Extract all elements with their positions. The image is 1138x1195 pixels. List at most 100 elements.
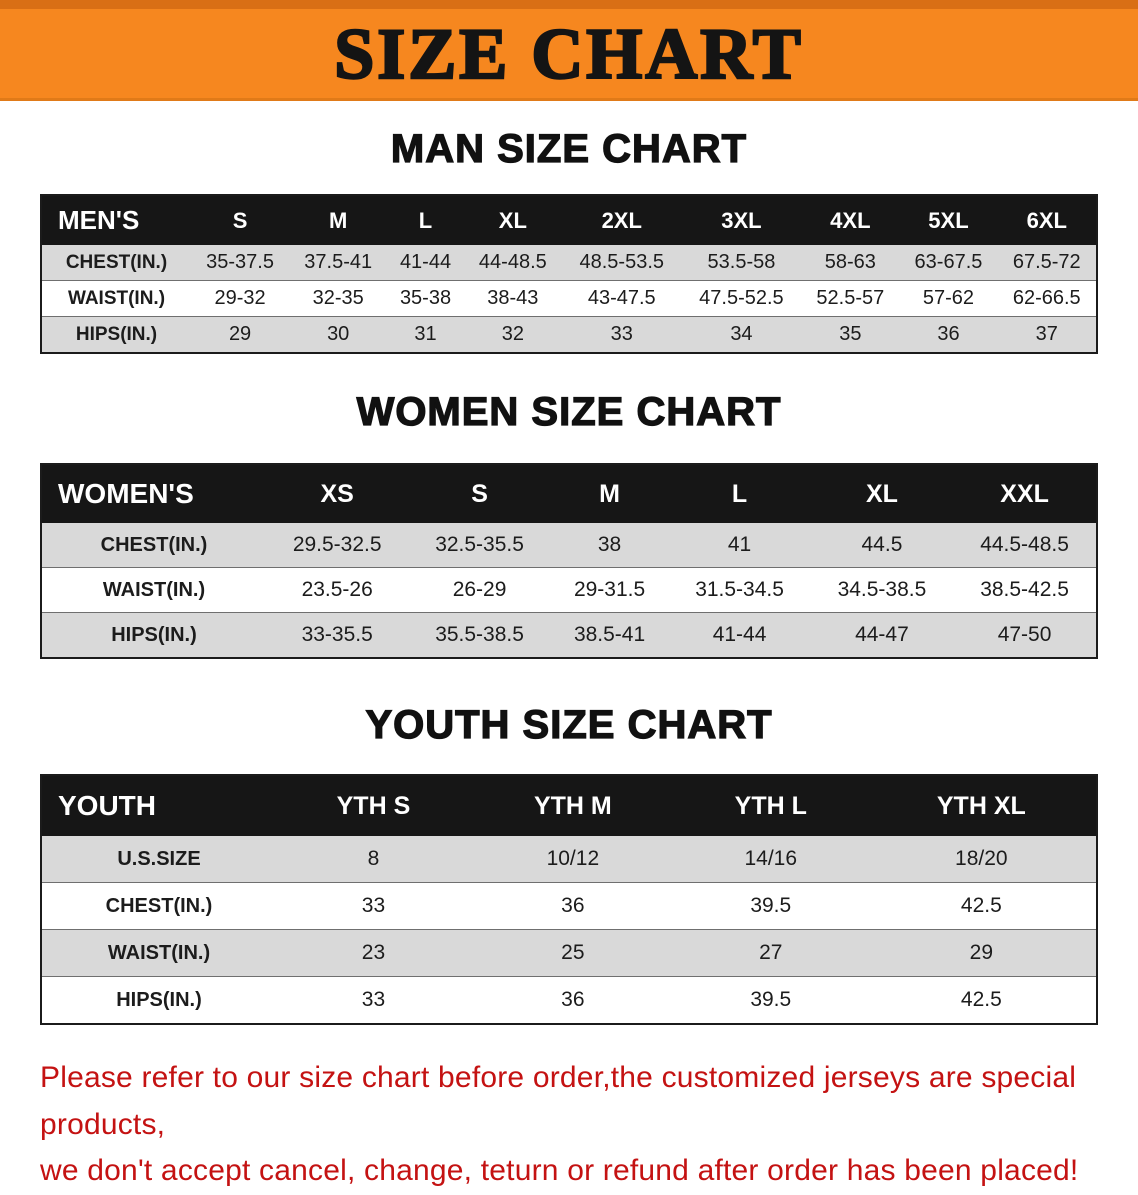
column-header: XS xyxy=(266,464,409,523)
column-header: XL xyxy=(463,195,562,245)
men-table-body: CHEST(IN.) 35-37.5 37.5-41 41-44 44-48.5 48.5… xyxy=(41,245,1097,353)
cell-value: 18/20 xyxy=(866,836,1097,883)
cell-value: 33-35.5 xyxy=(266,612,409,658)
cell-value: 35-38 xyxy=(387,280,464,317)
cell-value: 44-47 xyxy=(810,612,954,658)
cell-value: 38.5-42.5 xyxy=(953,567,1097,613)
cell-value: 44-48.5 xyxy=(463,245,562,281)
cell-value: 47.5-52.5 xyxy=(681,280,802,317)
cell-value: 34.5-38.5 xyxy=(810,567,954,613)
table-row: U.S.SIZE 8 10/12 14/16 18/20 xyxy=(41,836,1097,883)
cell-value: 29 xyxy=(866,929,1097,977)
column-header: YTH S xyxy=(276,775,471,836)
cell-value: 41-44 xyxy=(387,245,464,281)
notice-line-2: we don't accept cancel, change, teturn o… xyxy=(40,1154,1079,1187)
cell-value: 29 xyxy=(191,316,290,353)
table-row: WAIST(IN.) 23.5-26 26-29 29-31.5 31.5-34.5 34… xyxy=(41,567,1097,613)
column-header: L xyxy=(387,195,464,245)
table-corner-label: MEN'S xyxy=(41,195,191,245)
row-label: WAIST(IN.) xyxy=(41,929,276,977)
cell-value: 62-66.5 xyxy=(997,280,1097,317)
table-row: HIPS(IN.) 33 36 39.5 42.5 xyxy=(41,976,1097,1024)
row-label: WAIST(IN.) xyxy=(41,567,266,613)
row-label: U.S.SIZE xyxy=(41,836,276,883)
cell-value: 44.5 xyxy=(810,523,954,568)
cell-value: 37.5-41 xyxy=(289,245,388,281)
column-header: YTH M xyxy=(470,775,675,836)
column-header: S xyxy=(408,464,551,523)
cell-value: 38-43 xyxy=(463,280,562,317)
women-section-heading: WOMEN SIZE CHART xyxy=(356,389,782,434)
cell-value: 26-29 xyxy=(408,567,551,613)
column-header: 5XL xyxy=(899,195,998,245)
banner: SIZE CHART xyxy=(0,0,1138,101)
youth-size-section: YOUTH SIZE CHART YOUTH YTH S YTH M YTH L YTH… xyxy=(0,659,1138,1025)
cell-value: 29-32 xyxy=(191,280,290,317)
cell-value: 8 xyxy=(276,836,471,883)
cell-value: 47-50 xyxy=(953,612,1097,658)
cell-value: 38.5-41 xyxy=(550,612,669,658)
women-size-table: WOMEN'S XS S M L XL XXL CHEST(IN.) 29.5-32.5 32.… xyxy=(40,463,1098,659)
cell-value: 32-35 xyxy=(289,280,388,317)
cell-value: 52.5-57 xyxy=(801,280,900,317)
table-row: HIPS(IN.) 33-35.5 35.5-38.5 38.5-41 41-44 44-… xyxy=(41,612,1097,658)
cell-value: 43-47.5 xyxy=(561,280,682,317)
cell-value: 34 xyxy=(681,316,802,353)
cell-value: 41-44 xyxy=(668,612,811,658)
table-row: CHEST(IN.) 33 36 39.5 42.5 xyxy=(41,882,1097,930)
cell-value: 39.5 xyxy=(674,976,867,1024)
table-row: CHEST(IN.) 35-37.5 37.5-41 41-44 44-48.5 48.5… xyxy=(41,245,1097,281)
cell-value: 36 xyxy=(899,316,998,353)
men-size-section: MAN SIZE CHART MEN'S S M L XL 2XL 3XL 4XL 5XL 6XL… xyxy=(0,101,1138,354)
cell-value: 30 xyxy=(289,316,388,353)
youth-table-header-row: YOUTH YTH S YTH M YTH L YTH XL xyxy=(41,775,1097,836)
cell-value: 41 xyxy=(668,523,811,568)
column-header: YTH L xyxy=(674,775,867,836)
cell-value: 42.5 xyxy=(866,976,1097,1024)
women-table-body: CHEST(IN.) 29.5-32.5 32.5-35.5 38 41 44.5 44.5… xyxy=(41,523,1097,658)
youth-section-heading: YOUTH SIZE CHART xyxy=(365,702,773,747)
cell-value: 36 xyxy=(470,976,675,1024)
youth-table-body: U.S.SIZE 8 10/12 14/16 18/20 CHEST(IN.) 33 36 39… xyxy=(41,836,1097,1024)
cell-value: 29.5-32.5 xyxy=(266,523,409,568)
cell-value: 57-62 xyxy=(899,280,998,317)
table-row: HIPS(IN.) 29 30 31 32 33 34 35 36 37 xyxy=(41,316,1097,353)
column-header: 6XL xyxy=(997,195,1097,245)
cell-value: 39.5 xyxy=(674,882,867,930)
column-header: M xyxy=(289,195,388,245)
cell-value: 58-63 xyxy=(801,245,900,281)
men-size-table: MEN'S S M L XL 2XL 3XL 4XL 5XL 6XL CHEST(IN.) 35-3… xyxy=(40,194,1098,354)
row-label: CHEST(IN.) xyxy=(41,882,276,930)
row-label: HIPS(IN.) xyxy=(41,976,276,1024)
row-label: HIPS(IN.) xyxy=(41,316,191,353)
youth-size-table: YOUTH YTH S YTH M YTH L YTH XL U.S.SIZE 8 10/1… xyxy=(40,774,1098,1025)
cell-value: 63-67.5 xyxy=(899,245,998,281)
column-header: XL xyxy=(810,464,954,523)
cell-value: 27 xyxy=(674,929,867,977)
column-header: YTH XL xyxy=(866,775,1097,836)
cell-value: 33 xyxy=(561,316,682,353)
cell-value: 67.5-72 xyxy=(997,245,1097,281)
men-section-heading: MAN SIZE CHART xyxy=(390,126,748,171)
cell-value: 32.5-35.5 xyxy=(408,523,551,568)
table-row: WAIST(IN.) 29-32 32-35 35-38 38-43 43-47.5 47.… xyxy=(41,280,1097,317)
column-header: XXL xyxy=(953,464,1097,523)
cell-value: 33 xyxy=(276,976,471,1024)
cell-value: 31.5-34.5 xyxy=(668,567,811,613)
footer-notice: Please refer to our size chart before or… xyxy=(40,1055,1100,1195)
cell-value: 37 xyxy=(997,316,1097,353)
cell-value: 10/12 xyxy=(470,836,675,883)
table-row: WAIST(IN.) 23 25 27 29 xyxy=(41,929,1097,977)
cell-value: 29-31.5 xyxy=(550,567,669,613)
table-corner-label: YOUTH xyxy=(41,775,276,836)
column-header: M xyxy=(550,464,669,523)
table-row: CHEST(IN.) 29.5-32.5 32.5-35.5 38 41 44.5 44.5… xyxy=(41,523,1097,568)
notice-line-1: Please refer to our size chart before or… xyxy=(40,1061,1077,1141)
women-table-header-row: WOMEN'S XS S M L XL XXL xyxy=(41,464,1097,523)
table-corner-label: WOMEN'S xyxy=(41,464,266,523)
cell-value: 36 xyxy=(470,882,675,930)
cell-value: 48.5-53.5 xyxy=(561,245,682,281)
cell-value: 31 xyxy=(387,316,464,353)
row-label: CHEST(IN.) xyxy=(41,523,266,568)
